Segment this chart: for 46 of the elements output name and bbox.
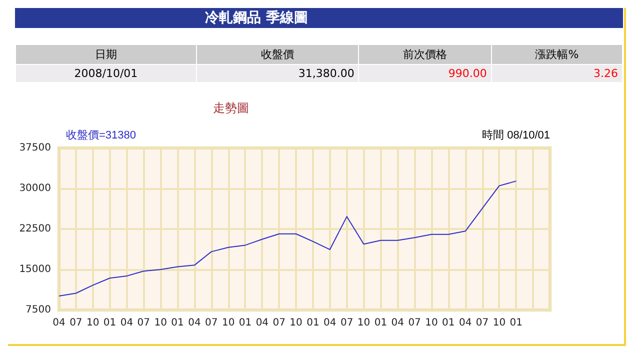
x-tick-label: 07 <box>476 318 489 328</box>
x-tick-label: 04 <box>120 318 134 328</box>
text: 前次價格 <box>358 44 492 64</box>
x-tick-label: 10 <box>492 318 506 328</box>
y-tick-label: 15000 <box>19 264 51 275</box>
text: 時間 08/10/01 <box>482 128 550 142</box>
x-tick-label: 10 <box>222 318 235 328</box>
x-tick-label: 04 <box>52 318 66 328</box>
text: 990.00 <box>358 64 492 82</box>
x-tick-label: 07 <box>137 318 150 328</box>
x-tick-label: 01 <box>306 318 320 328</box>
x-tick-label: 01 <box>442 318 455 328</box>
x-tick-label: 10 <box>86 318 100 328</box>
x-tick-label: 04 <box>324 318 336 328</box>
y-tick-label: 30000 <box>19 183 51 194</box>
y-tick-label: 22500 <box>19 224 51 234</box>
x-tick-label: 07 <box>340 318 354 328</box>
text: 2008/10/01 <box>16 64 196 82</box>
text: 收盤價=31380 <box>66 130 136 142</box>
text: 漲跌幅% <box>491 44 622 64</box>
chart-subtitle: 走勢圖 <box>213 100 249 117</box>
x-tick-label: 07 <box>70 318 82 328</box>
line-series <box>58 180 517 296</box>
x-tick-label: 01 <box>510 318 523 328</box>
y-tick-label: 37500 <box>19 142 51 154</box>
x-tick-label: 07 <box>205 318 218 328</box>
x-tick-label: 07 <box>272 318 286 328</box>
text: 收盤價 <box>196 44 359 64</box>
y-tick-label: 7500 <box>26 304 51 316</box>
x-tick-label: 04 <box>458 318 472 328</box>
text: 日期 <box>16 44 196 64</box>
text: 3.26 <box>491 64 622 82</box>
x-tick-label: 04 <box>391 318 404 328</box>
x-tick-label: 01 <box>238 318 252 328</box>
x-tick-label: 10 <box>154 318 167 328</box>
chart-title: 冷軋鋼品 季線圖 <box>15 8 623 28</box>
x-tick-label: 10 <box>290 318 302 328</box>
x-tick-label: 10 <box>357 318 370 328</box>
x-tick-label: 01 <box>103 318 116 328</box>
x-tick-label: 01 <box>374 318 388 328</box>
x-tick-label: 01 <box>171 318 184 328</box>
text: 31,380.00 <box>196 64 359 82</box>
x-tick-label: 04 <box>188 318 201 328</box>
x-tick-label: 04 <box>256 318 269 328</box>
x-tick-label: 10 <box>425 318 438 328</box>
x-tick-label: 07 <box>408 318 421 328</box>
